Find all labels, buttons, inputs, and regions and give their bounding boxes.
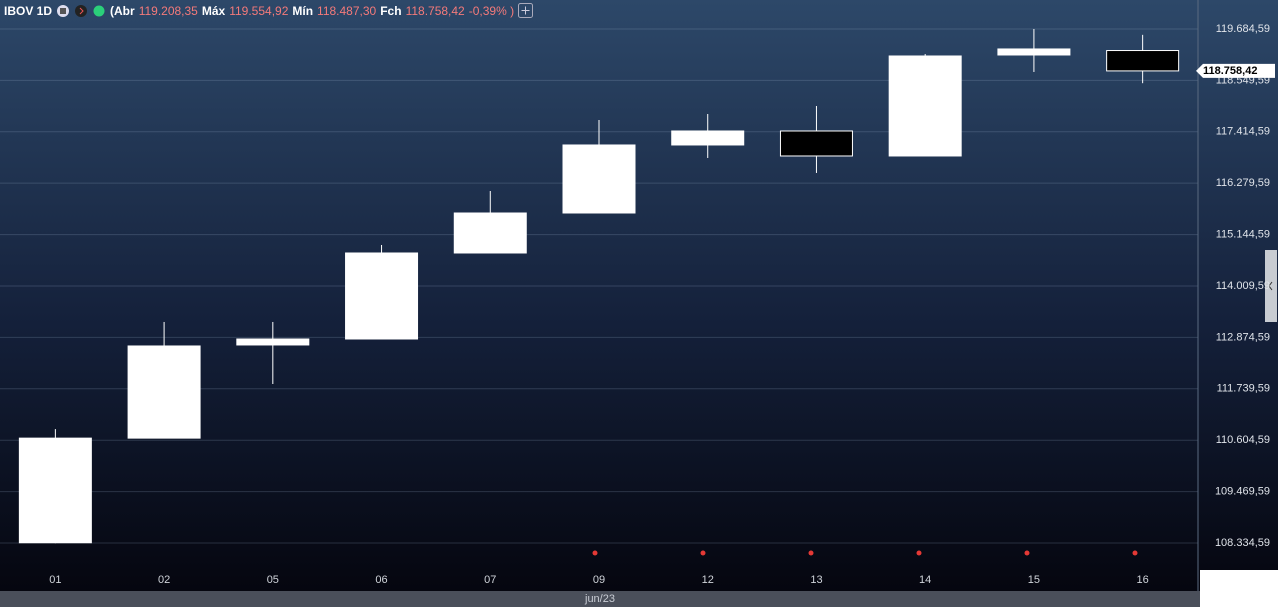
event-dot [1024, 550, 1030, 556]
y-tick-label: 115.144,59 [1216, 228, 1270, 240]
change: -0,39% ) [468, 3, 515, 18]
x-tick-label: 09 [593, 574, 605, 586]
field-value: 118.487,30 [317, 3, 377, 18]
side-tab-arrow [1268, 281, 1273, 291]
x-tick-label: 12 [702, 574, 714, 586]
event-markers [592, 550, 1138, 556]
candle-body [1106, 50, 1180, 72]
candle-body [236, 338, 310, 346]
side-tab[interactable] [1265, 250, 1277, 322]
y-tick-label: 117.414,59 [1216, 126, 1270, 138]
x-tick-label: 05 [267, 574, 279, 586]
status [93, 5, 105, 16]
field-label: Mín [292, 3, 314, 18]
event-dot [700, 550, 706, 556]
candle-body [453, 212, 527, 254]
candle-body [562, 144, 636, 214]
x-tick-label: 02 [158, 574, 170, 586]
candle-body [671, 130, 745, 146]
icon[interactable] [74, 4, 88, 18]
event-dot [1132, 550, 1138, 556]
field-label: (Abr [110, 3, 135, 18]
candle-body [997, 48, 1071, 56]
candle-body [345, 252, 419, 340]
time-bar [0, 591, 1200, 607]
icon[interactable] [56, 4, 70, 18]
header: IBOV 1D (Abr 119.208,35 Máx 119.554,92 Mín 11… [4, 3, 534, 18]
last-price-tag [1196, 63, 1275, 78]
event-dot [916, 550, 922, 556]
y-tick-label: 110.604,59 [1216, 434, 1270, 446]
corner [1200, 570, 1278, 607]
y-tick-label: 111.739,59 [1217, 383, 1270, 395]
y-tick-label: 119.684,59 [1216, 23, 1270, 35]
candle-body [779, 130, 853, 157]
symbol: IBOV 1D [4, 3, 53, 18]
add-button[interactable] [518, 3, 534, 18]
y-tick-label: 116.279,59 [1216, 177, 1270, 189]
x-tick-label: 13 [810, 574, 822, 586]
field-label: Máx [201, 3, 226, 18]
candle-body [18, 437, 92, 544]
event-dot [592, 550, 598, 556]
candle-body [127, 345, 201, 439]
field-value: 118.758,42 [405, 3, 465, 18]
x-tick-label: 06 [375, 574, 387, 586]
x-tick-label: 14 [919, 574, 931, 586]
y-tick-label: 108.334,59 [1215, 537, 1270, 549]
y-tick-label: 112.874,59 [1216, 331, 1270, 343]
x-axis-label: jun/23 [584, 593, 615, 605]
x-tick-label: 15 [1028, 574, 1040, 586]
event-dot [808, 550, 814, 556]
x-tick-label: 07 [484, 574, 496, 586]
last-price-label: 118.758,42 [1203, 65, 1257, 77]
y-tick-label: 114.009,59 [1216, 280, 1270, 292]
plot-background [0, 0, 1278, 591]
x-tick-label: 16 [1137, 574, 1149, 586]
y-tick-label: 109.469,59 [1215, 486, 1270, 498]
x-tick-label: 01 [49, 574, 61, 586]
field-value: 119.208,35 [138, 3, 198, 18]
field-value: 119.554,92 [229, 3, 289, 18]
field-label: Fch [380, 3, 402, 18]
ohlc: (Abr 119.208,35 Máx 119.554,92 Mín 118.487,30… [110, 4, 465, 18]
candle-body [888, 55, 962, 157]
